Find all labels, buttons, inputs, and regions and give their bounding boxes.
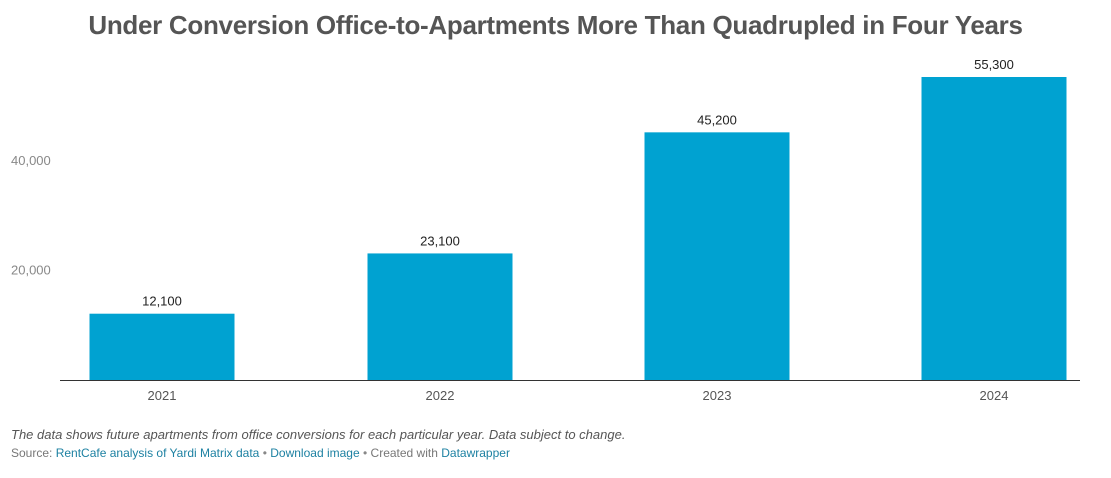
y-axis-ticks: 20,000 40,000 <box>11 153 51 278</box>
x-axis-labels: 2021 2022 2023 2024 <box>148 388 1009 403</box>
x-tick-label: 2023 <box>703 388 732 403</box>
source-link[interactable]: RentCafe analysis of Yardi Matrix data <box>55 446 260 460</box>
x-tick-label: 2024 <box>980 388 1009 403</box>
bar-2023 <box>644 132 790 380</box>
x-tick-label: 2022 <box>426 388 455 403</box>
datawrapper-link[interactable]: Datawrapper <box>441 446 510 460</box>
footer-separator: • <box>262 446 267 460</box>
bar-2022 <box>367 253 513 380</box>
value-label: 12,100 <box>142 294 182 309</box>
chart-notes: The data shows future apartments from of… <box>11 427 626 442</box>
y-tick-label: 20,000 <box>11 262 51 277</box>
created-with-label: Created with <box>370 446 438 460</box>
bars <box>89 77 1067 380</box>
value-label: 55,300 <box>974 57 1014 72</box>
chart-footer: Source: RentCafe analysis of Yardi Matri… <box>11 446 510 460</box>
bar-2024 <box>921 77 1067 380</box>
chart-title: Under Conversion Office-to-Apartments Mo… <box>88 10 1023 40</box>
y-tick-label: 40,000 <box>11 153 51 168</box>
download-image-link[interactable]: Download image <box>270 446 360 460</box>
value-label: 23,100 <box>420 233 460 248</box>
value-label: 45,200 <box>697 112 737 127</box>
x-tick-label: 2021 <box>148 388 177 403</box>
value-labels: 12,100 23,100 45,200 55,300 <box>142 57 1014 309</box>
footer-separator: • <box>362 446 368 460</box>
bar-2021 <box>89 313 235 380</box>
source-label: Source: <box>11 446 53 460</box>
